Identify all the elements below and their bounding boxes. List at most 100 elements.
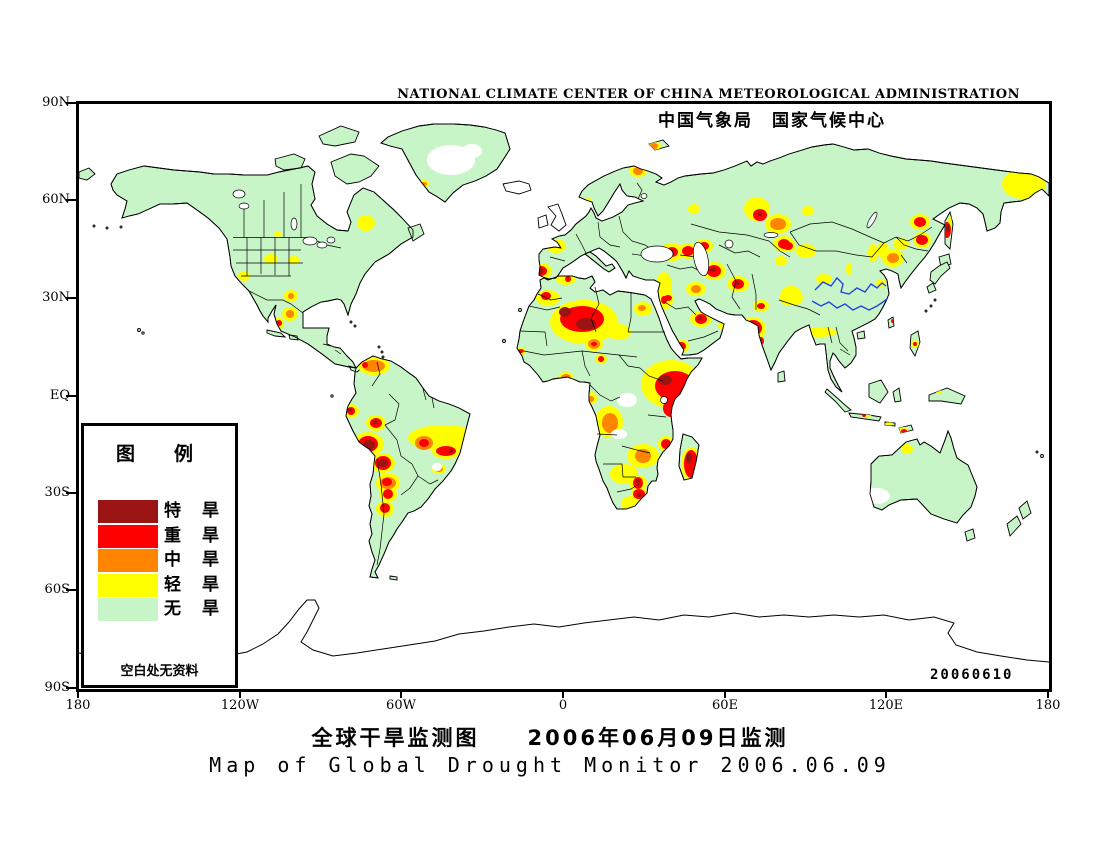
drought-spot-light (775, 256, 787, 266)
axis-tick (885, 689, 887, 698)
no-drought-swatch (98, 598, 158, 621)
lon-label-60w: 60W (386, 698, 416, 713)
axis-tick (1047, 689, 1049, 698)
lat-label-90s: 90S (44, 680, 70, 695)
caspian-sea (692, 241, 710, 277)
drought-spot-moderate (363, 360, 385, 372)
iceland (502, 180, 532, 195)
great-bear-lake (232, 189, 246, 199)
drought-spot-light (796, 244, 816, 258)
drought-spot-light (781, 286, 801, 300)
drought-spot-light (656, 272, 672, 300)
drought-spot-extreme (946, 224, 950, 232)
no-data-patch (611, 429, 627, 439)
drought-spot-light (846, 263, 852, 275)
no-data-patch (617, 393, 637, 407)
drought-spot-light (688, 204, 700, 214)
light-drought-swatch (98, 573, 158, 597)
no-data-patch (462, 144, 482, 158)
lat-label-eq: EQ (49, 388, 70, 403)
lat-label-30n: 30N (42, 290, 70, 305)
drought-spot-severe (664, 295, 672, 301)
moderate-drought-swatch (98, 549, 158, 572)
drought-spot-extreme (710, 268, 716, 272)
drought-spot-extreme (758, 212, 762, 216)
drought-spot-moderate (638, 305, 646, 311)
drought-spot-light (264, 254, 278, 264)
axis-tick (66, 102, 76, 104)
extreme-drought-swatch (98, 500, 158, 523)
legend-item-label: 无 旱 (164, 599, 221, 619)
black-sea (640, 245, 674, 263)
legend-title: 图 例 (115, 443, 203, 465)
axis-tick (400, 689, 402, 698)
drought-spot-extreme (576, 318, 596, 330)
drought-spot-severe (383, 489, 393, 499)
drought-spot-severe (757, 303, 765, 309)
severe-drought-swatch (98, 524, 158, 548)
drought-spot-severe (436, 446, 456, 456)
lon-label-60e: 60E (711, 698, 739, 713)
china-rivers (811, 276, 889, 311)
axis-tick (66, 687, 76, 689)
drought-spot-light (885, 422, 893, 426)
drought-spot-severe (362, 362, 368, 368)
great-lakes (326, 236, 336, 244)
lat-label-60n: 60N (42, 192, 70, 207)
lakes-layer (232, 189, 878, 404)
legend-item-label: 特 旱 (164, 501, 221, 521)
axis-tick (66, 492, 76, 494)
great-lakes (316, 241, 328, 249)
country-borders-layer (233, 182, 933, 566)
drought-spot-severe (565, 276, 571, 282)
lon-label-0: 0 (558, 698, 568, 713)
legend-item-label: 轻 旱 (164, 574, 221, 595)
lon-label-120w: 120W (220, 698, 260, 713)
drought-spot-severe (591, 342, 597, 346)
no-data-layer (427, 144, 890, 504)
great-lakes (302, 236, 318, 246)
yellow-river (814, 276, 887, 295)
drought-spot-severe (419, 439, 429, 447)
drought-spot-severe (541, 292, 551, 300)
drought-spot-light (868, 244, 878, 262)
drought-spot-extreme (348, 408, 352, 412)
drought-spot-extreme (637, 493, 641, 497)
datestamp: 20060610 (930, 667, 1014, 683)
drought-spot-severe (916, 235, 928, 245)
legend-item-label: 中 旱 (164, 550, 221, 570)
drought-spot-extreme (559, 307, 571, 317)
drought-spot-extreme (373, 420, 377, 424)
drought-spot-moderate (602, 413, 618, 433)
drought-spot-light (607, 324, 631, 340)
lat-label-30s: 30S (44, 485, 70, 500)
drought-spot-light (274, 231, 282, 237)
lat-label-60s: 60S (44, 582, 70, 597)
drought-spot-light (876, 279, 886, 287)
no-data-patch (432, 463, 442, 471)
axis-tick (66, 199, 76, 201)
org-name-english: NATIONAL CLIMATE CENTER OF CHINA METEORO… (397, 87, 1020, 102)
drought-spot-light (816, 274, 832, 284)
drought-spot-extreme (378, 459, 388, 467)
drought-spot-moderate (887, 253, 899, 263)
drought-spot-severe (380, 503, 390, 513)
axis-tick (239, 689, 241, 698)
drought-spot-extreme (658, 375, 672, 385)
ireland (537, 214, 549, 229)
axis-tick (66, 395, 76, 397)
aral-sea (724, 239, 734, 249)
lon-label-180w: 180 (65, 698, 91, 713)
axis-tick (66, 589, 76, 591)
map-title-english: Map of Global Drought Monitor 2006.06.09 (209, 753, 891, 777)
drought-spot-moderate (770, 218, 786, 230)
drought-spot-moderate (288, 293, 294, 299)
lake-balkhash (763, 232, 779, 238)
drought-spot-moderate (691, 285, 701, 293)
drought-spot-severe (598, 356, 604, 362)
legend-footnote: 空白处无资料 (120, 664, 199, 679)
drought-spot-severe (914, 217, 926, 227)
drought-spot-extreme (698, 316, 702, 320)
drought-spot-severe (783, 242, 793, 250)
